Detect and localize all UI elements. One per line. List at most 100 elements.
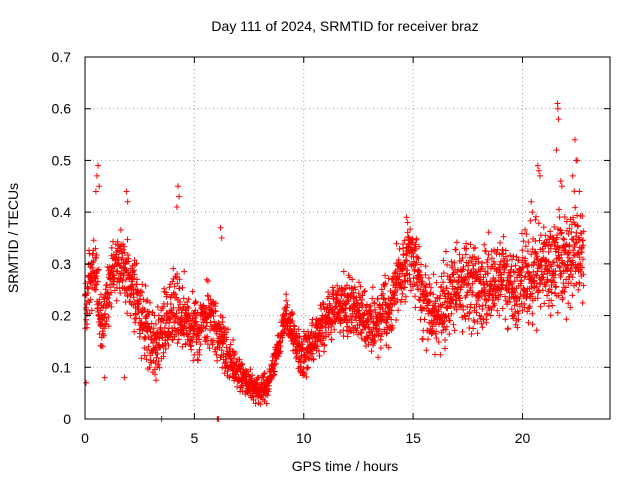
- data-point: [394, 297, 401, 304]
- data-point: [407, 279, 414, 285]
- data-point: [368, 348, 375, 355]
- data-point: [479, 260, 486, 266]
- data-point: [129, 262, 136, 269]
- data-point: [580, 271, 587, 278]
- data-point: [142, 282, 149, 289]
- data-point: [111, 274, 118, 281]
- data-point: [356, 279, 362, 286]
- data-point: [554, 100, 561, 107]
- data-point: [484, 259, 490, 266]
- data-point: [382, 272, 389, 279]
- data-point: [570, 247, 577, 254]
- data-point: [192, 299, 199, 306]
- data-point: [508, 306, 515, 313]
- data-point: [172, 291, 179, 298]
- data-point: [466, 274, 473, 281]
- data-point: [579, 264, 585, 271]
- data-point: [496, 312, 503, 319]
- data-point: [415, 255, 422, 262]
- data-point: [446, 331, 453, 337]
- data-point: [528, 198, 535, 205]
- data-point: [487, 312, 494, 319]
- y-tick-label: 0.4: [52, 204, 72, 220]
- data-point: [554, 309, 561, 316]
- data-point: [422, 263, 429, 270]
- data-point: [341, 286, 348, 293]
- data-point: [243, 368, 250, 375]
- data-point: [556, 214, 563, 221]
- data-point: [561, 214, 568, 220]
- data-point: [572, 204, 579, 211]
- data-point: [175, 183, 181, 190]
- data-point: [162, 345, 169, 352]
- data-point: [556, 206, 563, 213]
- data-point: [174, 315, 181, 322]
- data-point: [576, 188, 583, 195]
- data-point: [385, 344, 392, 351]
- data-point: [216, 321, 223, 328]
- data-point: [519, 259, 526, 266]
- data-point: [525, 319, 532, 326]
- data-point: [359, 302, 366, 309]
- data-point: [95, 266, 102, 273]
- data-point: [361, 288, 368, 295]
- x-tick-label: 10: [296, 430, 312, 446]
- data-point: [352, 286, 359, 293]
- data-point: [566, 254, 572, 261]
- data-point: [467, 254, 473, 261]
- data-point: [284, 301, 291, 308]
- data-point: [401, 284, 408, 291]
- data-point: [169, 329, 176, 335]
- data-point: [449, 263, 456, 269]
- data-point: [548, 263, 555, 270]
- data-point: [518, 277, 525, 284]
- data-point: [545, 249, 552, 255]
- data-point: [185, 305, 192, 311]
- data-point: [497, 258, 504, 265]
- data-point: [569, 274, 576, 281]
- data-point: [468, 331, 475, 337]
- data-point: [200, 324, 206, 331]
- data-point: [442, 345, 448, 352]
- y-axis-label: SRMTID / TECUs: [5, 183, 21, 293]
- data-point: [563, 276, 570, 283]
- data-point: [408, 287, 414, 294]
- data-point: [510, 268, 517, 275]
- data-point: [503, 261, 510, 268]
- data-point: [179, 284, 186, 291]
- data-point: [179, 343, 186, 350]
- data-point: [481, 241, 488, 248]
- data-point: [119, 255, 126, 261]
- data-point: [105, 314, 112, 320]
- data-point: [524, 248, 531, 255]
- data-point: [218, 235, 225, 241]
- data-point: [88, 307, 95, 314]
- data-point: [403, 214, 410, 221]
- data-point: [224, 368, 231, 375]
- data-point: [502, 293, 508, 300]
- data-point: [149, 309, 156, 316]
- data-point: [375, 354, 382, 361]
- data-point: [542, 262, 549, 269]
- data-point: [366, 303, 373, 310]
- data-point: [146, 299, 153, 306]
- data-point: [545, 258, 552, 265]
- data-point: [92, 274, 98, 281]
- data-point: [94, 278, 101, 285]
- data-point: [421, 316, 428, 323]
- data-point: [551, 259, 557, 266]
- data-point: [457, 295, 463, 302]
- data-point: [374, 296, 381, 302]
- data-point: [438, 273, 445, 280]
- x-axis-label: GPS time / hours: [292, 458, 399, 474]
- y-tick-label: 0.5: [52, 152, 72, 168]
- data-point: [176, 193, 183, 200]
- data-point: [568, 229, 575, 235]
- data-point: [554, 232, 561, 238]
- data-point: [566, 249, 573, 256]
- data-point: [329, 284, 336, 291]
- data-point: [519, 247, 526, 254]
- data-point: [517, 291, 524, 297]
- data-point: [90, 258, 97, 265]
- data-point: [419, 336, 426, 343]
